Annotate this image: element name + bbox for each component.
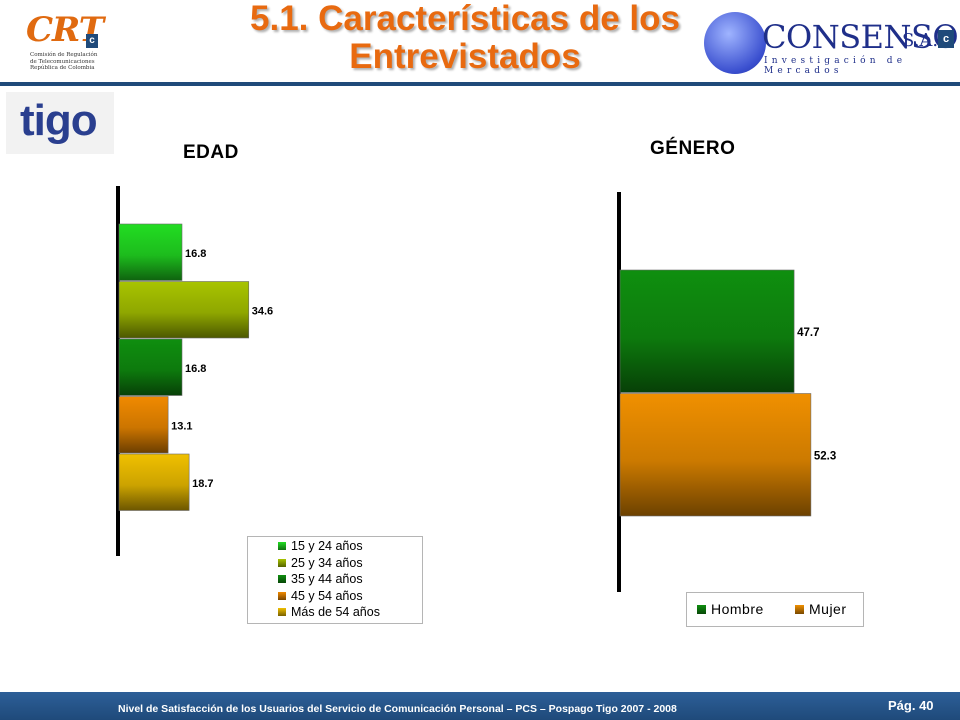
bar-mas-de-54-anos [118,453,190,511]
data-label-mas-de-54-anos: 18.7 [192,478,213,490]
slide-title: 5.1. Características de los Entrevistado… [150,0,780,76]
bar-mujer [619,393,812,517]
legend-item-mas-de-54-anos: Más de 54 años [278,605,380,619]
legend-item-hombre: Hombre [697,601,764,617]
page-number: Pág. 40 [888,698,934,713]
bar-15-y-24-anos [118,223,183,281]
header-divider [0,82,960,86]
footer-text: Nivel de Satisfacción de los Usuarios de… [118,703,677,715]
legend-item-45-y-54-anos: 45 y 54 años [278,589,363,603]
legend-label: 35 y 44 años [291,572,363,586]
genero-legend: Hombre Mujer [686,592,864,627]
data-label-15-y-24-anos: 16.8 [185,248,206,260]
legend-label: 25 y 34 años [291,555,363,570]
crt-sub-line-3: República de Colombia [30,65,95,71]
genero-chart: 47.7 52.3 [617,192,836,592]
chart-title-genero: GÉNERO [650,138,736,159]
consenso-logo: CONSENSO S.A. c Investigación de Mercado… [700,8,959,80]
legend-label: Mujer [809,601,847,617]
crt-logo-badge: c [86,34,98,48]
consenso-people-icon [704,12,766,74]
legend-label: 15 y 24 años [291,539,363,553]
data-label-hombre: 47.7 [797,327,819,339]
legend-item-mujer: Mujer [795,601,847,617]
legend-item-15-y-24-anos: 15 y 24 años [278,539,363,553]
bar-35-y-44-anos [118,338,183,396]
legend-swatch [278,608,286,616]
crt-sub-line-2: de Telecomunicaciones [30,58,95,65]
crt-logo: CRT c Comisión de Regulación de Telecomu… [18,6,118,78]
edad-chart: 16.8 34.6 16.8 13.1 18.7 [116,186,273,556]
tigo-logo: tigo [6,92,114,154]
slide-title-line-2: Entrevistados [349,37,581,76]
edad-legend: 15 y 24 años 25 y 34 años 35 y 44 años 45 y… [247,536,423,624]
consenso-tagline: Investigación de Mercados [764,56,907,76]
bar-45-y-54-anos [118,396,169,454]
legend-swatch [278,558,286,567]
legend-item-25-y-34-anos: 25 y 34 años [278,556,363,570]
footer-bar [0,692,960,720]
tigo-logo-text: tigo [20,96,98,145]
crt-sub-line-1: Comisión de Regulación [30,52,98,58]
legend-swatch [278,542,286,550]
data-label-45-y-54-anos: 13.1 [171,420,192,432]
legend-swatch [278,575,286,583]
legend-label: 45 y 54 años [291,588,363,603]
consenso-logo-suffix: S.A. [902,30,939,51]
legend-swatch [697,605,706,614]
consenso-logo-text: CONSENSO [762,18,959,56]
bar-25-y-34-anos [118,281,250,339]
legend-swatch [795,605,804,614]
legend-label: Hombre [711,601,764,617]
consenso-logo-badge: c [938,30,954,48]
chart-title-edad: EDAD [183,142,239,163]
slide-title-line-1: 5.1. Características de los [250,0,680,38]
data-label-25-y-34-anos: 34.6 [252,305,273,317]
bar-hombre [619,269,795,393]
crt-logo-subtitle: Comisión de Regulación de Telecomunicaci… [30,52,118,72]
legend-label: Más de 54 años [291,605,380,619]
data-label-mujer: 52.3 [814,450,836,462]
legend-item-35-y-44-anos: 35 y 44 años [278,572,363,586]
data-label-35-y-44-anos: 16.8 [185,363,206,375]
legend-swatch [278,591,286,600]
